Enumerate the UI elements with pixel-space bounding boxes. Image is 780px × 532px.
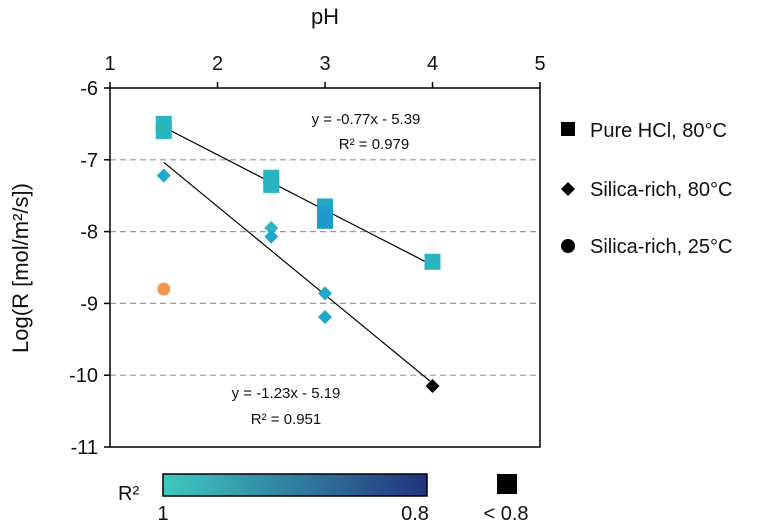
axis-layer: 1 2 3 4 5 -6 -7 -8 -9 -10 -11 [69, 53, 545, 459]
y-tick-label: -7 [80, 150, 98, 172]
x-tick-label: 4 [427, 53, 438, 75]
y-tick-label: -6 [80, 78, 98, 100]
y-tick-label: -10 [69, 365, 98, 387]
legend-label-silica-80: Silica-rich, 80°C [590, 179, 732, 201]
diamond-data-point [318, 310, 332, 325]
square-data-point [317, 212, 333, 229]
grid-layer [110, 159, 540, 376]
colorbar-min-label: 1 [157, 503, 168, 525]
trendline-layer [163, 126, 433, 384]
legend-label-silica-25: Silica-rich, 25°C [590, 236, 732, 258]
y-axis-title: Log(R [mol/m²/s]) [8, 183, 33, 353]
circle-data-point [157, 282, 171, 296]
diamond-data-point [264, 221, 279, 236]
diamond-data-point [264, 229, 279, 244]
x-tick-label: 5 [534, 53, 545, 75]
x-tick-label: 3 [319, 53, 330, 75]
colorbar-gradient [162, 473, 428, 497]
colorbar: R² 1 0.8 < 0.8 [118, 473, 529, 525]
square-data-point [155, 123, 172, 140]
trendline-2-r2: R² = 0.951 [251, 411, 321, 428]
legend: Pure HCl, 80°C Silica-rich, 80°C Silica-… [561, 120, 732, 258]
legend-square-marker [561, 122, 575, 136]
x-axis-title: pH [311, 4, 339, 29]
trendline-1 [163, 126, 433, 266]
trendline-2 [163, 161, 433, 384]
y-tick-label: -9 [80, 293, 98, 315]
square-data-point [424, 253, 441, 270]
colorbar-max-label: 0.8 [401, 503, 429, 525]
x-tick-label: 2 [212, 53, 223, 75]
trendline-1-r2: R² = 0.979 [339, 136, 409, 153]
y-tick-label: -8 [80, 222, 98, 244]
diamond-data-point [318, 286, 332, 301]
x-tick-label: 1 [104, 53, 115, 75]
diamond-data-point [156, 168, 171, 183]
legend-label-pure-hcl: Pure HCl, 80°C [590, 120, 727, 142]
y-tick-label: -11 [71, 437, 98, 459]
trendline-1-equation: y = -0.77x - 5.39 [312, 111, 421, 128]
diamond-data-point [425, 378, 440, 393]
legend-circle-marker [561, 239, 575, 253]
legend-diamond-marker [561, 182, 575, 196]
colorbar-title: R² [118, 483, 139, 505]
marker-layer [155, 115, 441, 393]
colorbar-out-of-range-swatch [497, 474, 517, 494]
square-data-point [263, 176, 280, 193]
colorbar-out-of-range-label: < 0.8 [483, 503, 528, 525]
trendline-2-equation: y = -1.23x - 5.19 [232, 385, 341, 402]
